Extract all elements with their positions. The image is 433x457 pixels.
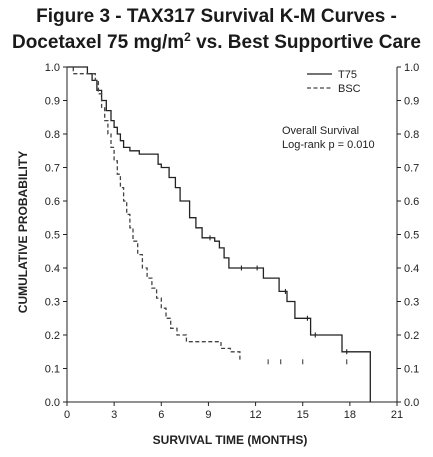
y-tick-label-right: 0.7 <box>404 163 419 175</box>
y-tick-label-right: 0.1 <box>404 364 419 376</box>
y-tick-label-left: 0.2 <box>45 330 60 342</box>
survival-curve-t75 <box>67 66 371 402</box>
y-tick-label-left: 0.8 <box>45 129 60 141</box>
y-tick-label-right: 1.0 <box>404 62 419 74</box>
chart-title-line-1: Figure 3 - TAX317 Survival K-M Curves - <box>36 6 397 27</box>
annotation-log-rank: Log-rank p = 0.010 <box>282 139 375 151</box>
axis-ticks: 0 3 6 9 12 15 18 210.0 0.00.1 0.10.2 0.20.3 0.30.4 0… <box>45 62 420 421</box>
y-tick-label-left: 0.4 <box>45 263 60 275</box>
y-tick-label-left: 0.6 <box>45 196 60 208</box>
y-tick-label-left: 0.7 <box>45 163 60 175</box>
title-line-2-main: Docetaxel 75 mg/m <box>11 32 185 53</box>
x-axis-label: SURVIVAL TIME (MONTHS) <box>153 433 308 447</box>
legend: T75 BSC <box>307 69 361 95</box>
title-line-2-rest: vs. Best Supportive Care <box>190 32 422 53</box>
x-tick-label: 15 <box>297 409 309 421</box>
legend-t75-label: T75 <box>338 69 357 81</box>
title-line-2-superscript: 2 <box>184 30 191 44</box>
y-tick-label-left: 0.0 <box>45 397 60 409</box>
y-tick-label-left: 1.0 <box>45 62 60 74</box>
y-tick-label-left: 0.5 <box>45 230 60 242</box>
y-axis-label: CUMULATIVE PROBABILITY <box>16 151 30 313</box>
x-tick-label: 6 <box>158 409 164 421</box>
y-tick-label-right: 0.0 <box>404 397 419 409</box>
survival-curve-bsc <box>67 66 241 362</box>
x-tick-label: 9 <box>205 409 211 421</box>
y-tick-label-right: 0.8 <box>404 129 419 141</box>
survival-curves <box>67 66 371 402</box>
y-tick-label-right: 0.2 <box>404 330 419 342</box>
x-tick-label: 3 <box>111 409 117 421</box>
y-tick-label-left: 0.1 <box>45 364 60 376</box>
y-tick-label-left: 0.3 <box>45 297 60 309</box>
x-tick-label: 0 <box>64 409 70 421</box>
y-tick-label-right: 0.5 <box>404 230 419 242</box>
y-tick-label-right: 0.6 <box>404 196 419 208</box>
x-tick-label: 12 <box>249 409 261 421</box>
annotation-overall-survival: Overall Survival <box>282 125 359 137</box>
x-tick-label: 18 <box>344 409 356 421</box>
x-tick-label: 21 <box>391 409 403 421</box>
y-tick-label-right: 0.4 <box>404 263 419 275</box>
y-tick-label-left: 0.9 <box>45 96 60 108</box>
y-tick-label-right: 0.9 <box>404 96 419 108</box>
legend-bsc-label: BSC <box>338 83 361 95</box>
chart-title-line-2: Docetaxel 75 mg/m2 vs. Best Supportive C… <box>0 30 433 54</box>
y-tick-label-right: 0.3 <box>404 297 419 309</box>
